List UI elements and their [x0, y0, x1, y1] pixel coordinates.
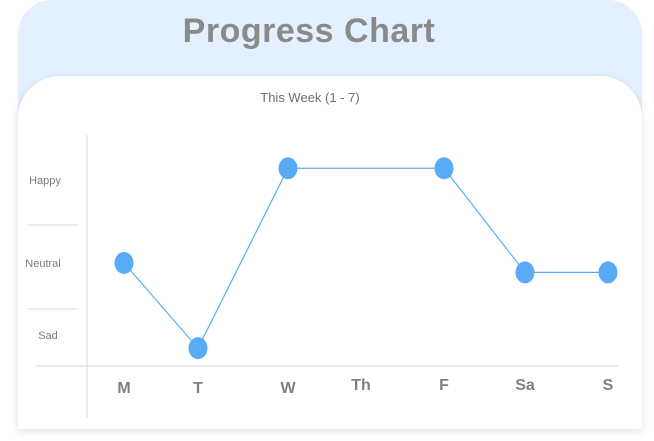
x-tick-label: Sa	[515, 377, 535, 394]
series-markers	[114, 157, 618, 360]
y-tick-label: Sad	[38, 330, 58, 342]
x-tick-label: M	[117, 380, 130, 397]
page-title: Progress Chart	[182, 12, 436, 50]
x-tick-labels: M T W Th F Sa S	[117, 377, 613, 397]
y-tick-labels: Sad Neutral Happy	[25, 175, 61, 342]
data-point	[434, 157, 454, 180]
x-tick-label: W	[280, 380, 296, 397]
data-point	[114, 251, 134, 274]
chart-axes	[28, 135, 618, 418]
x-tick-label: Th	[351, 377, 371, 394]
series-line	[123, 167, 608, 350]
x-tick-label: T	[193, 380, 203, 397]
series-polyline	[123, 167, 608, 350]
x-tick-label: F	[439, 377, 449, 394]
data-point	[188, 337, 208, 360]
x-tick-label: S	[603, 377, 614, 394]
data-point	[278, 157, 298, 180]
y-tick-label: Happy	[29, 175, 61, 187]
chart-subtitle: This Week (1 - 7)	[260, 90, 360, 105]
y-tick-label: Neutral	[25, 258, 60, 270]
data-point	[515, 261, 535, 284]
data-point	[598, 261, 618, 284]
